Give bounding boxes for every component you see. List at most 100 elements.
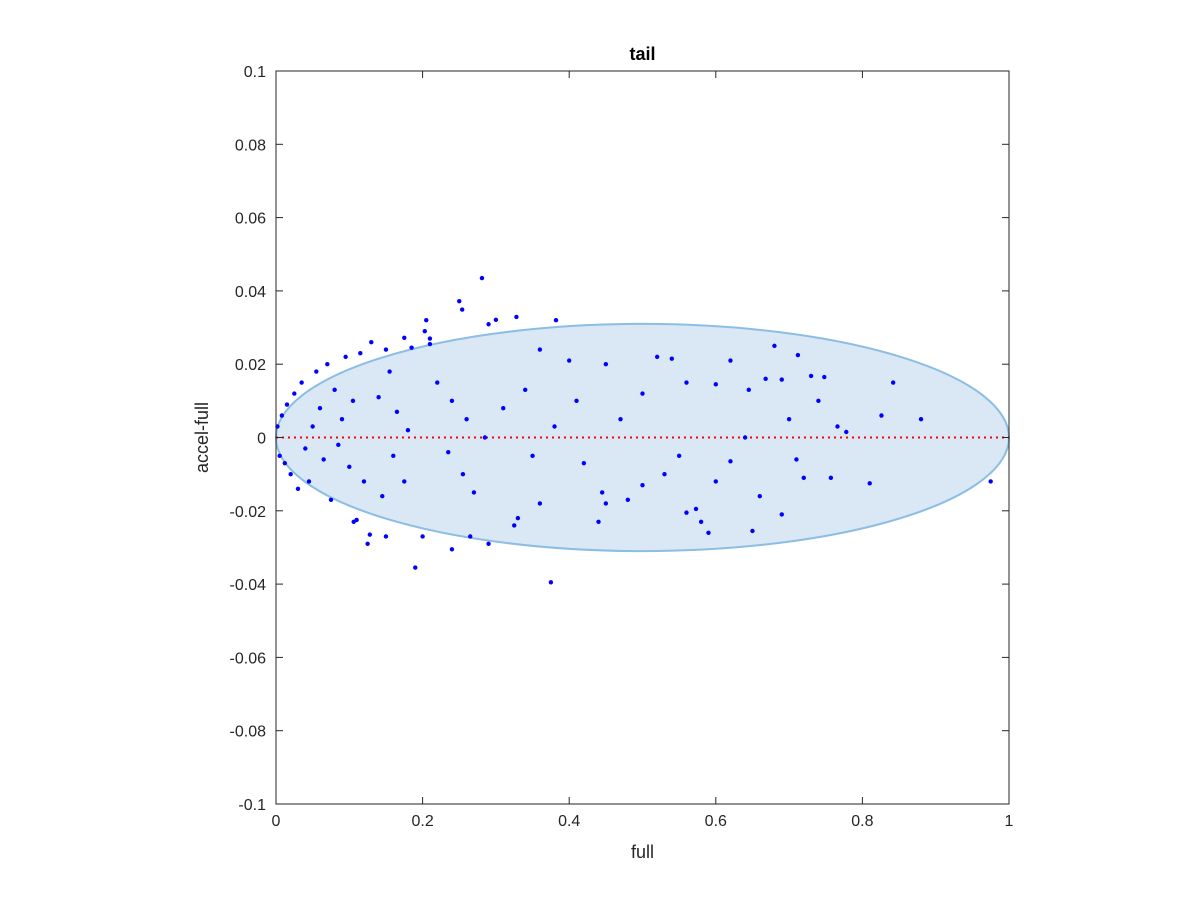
data-point: [581, 460, 587, 466]
data-point: [501, 405, 506, 411]
data-point: [684, 510, 689, 515]
data-point: [567, 358, 572, 363]
data-point: [482, 435, 488, 440]
data-point: [706, 530, 711, 535]
data-point: [427, 341, 433, 347]
data-point: [367, 532, 373, 537]
data-point: [654, 354, 660, 360]
data-point: [336, 442, 341, 448]
data-point: [282, 460, 287, 466]
data-point: [816, 398, 821, 404]
y-axis-ticks: -0.1 -0.08 -0.06 -0.04 -0.02 0 0.02 0.04 0.06 0.0…: [230, 64, 1009, 814]
data-point: [537, 347, 543, 352]
data-point: [424, 318, 429, 323]
data-point: [317, 405, 323, 411]
x-tick-label: 0: [272, 813, 281, 830]
data-point: [409, 345, 414, 350]
data-point: [890, 380, 896, 385]
data-point: [795, 352, 801, 358]
data-point: [794, 457, 799, 462]
data-point: [460, 471, 466, 477]
data-point: [369, 340, 374, 345]
data-point: [306, 479, 312, 484]
y-axis-label: accel-full: [192, 402, 212, 473]
data-point: [299, 380, 304, 385]
x-tick-label: 0.4: [558, 813, 580, 830]
data-point: [321, 457, 326, 462]
data-point: [867, 481, 872, 486]
data-point: [314, 369, 319, 374]
y-tick-label: -0.06: [230, 650, 267, 667]
data-point: [288, 471, 293, 477]
data-point: [479, 275, 485, 281]
data-point: [446, 449, 451, 455]
data-point: [391, 453, 396, 459]
y-tick-label: -0.02: [230, 504, 267, 521]
data-point: [486, 541, 491, 546]
data-point: [284, 402, 290, 407]
y-tick-label: 0: [257, 431, 266, 448]
data-point: [435, 380, 440, 385]
data-point: [468, 534, 473, 539]
data-point: [603, 362, 609, 367]
data-point: [574, 398, 579, 404]
data-point: [402, 335, 407, 341]
data-point: [402, 479, 407, 484]
data-point: [325, 362, 330, 367]
data-point: [713, 382, 718, 387]
data-point: [449, 547, 455, 552]
data-point: [530, 453, 535, 459]
data-point: [779, 377, 784, 382]
data-point: [523, 387, 528, 393]
data-point: [786, 416, 792, 422]
data-point: [801, 475, 806, 481]
data-point: [662, 471, 667, 477]
data-point: [640, 391, 645, 396]
data-point: [713, 479, 718, 484]
data-point: [420, 534, 425, 539]
data-point: [676, 453, 682, 459]
data-point: [383, 534, 389, 539]
data-point: [728, 358, 733, 363]
data-point: [449, 398, 455, 404]
data-point: [835, 424, 840, 429]
data-point: [596, 519, 601, 524]
y-tick-label: 0.08: [235, 137, 266, 154]
data-point: [808, 373, 814, 379]
data-point: [693, 506, 699, 512]
data-point: [822, 374, 827, 380]
y-tick-label: -0.08: [230, 724, 267, 741]
data-point: [779, 512, 784, 517]
data-point: [394, 409, 400, 415]
data-point: [310, 424, 315, 429]
data-point: [742, 435, 748, 440]
x-axis-ticks: 0 0.2 0.4 0.6 0.8 1: [272, 71, 1014, 830]
data-point: [879, 413, 884, 418]
data-point: [387, 369, 392, 374]
data-point: [350, 398, 356, 404]
x-tick-label: 0.2: [411, 813, 433, 830]
data-point: [413, 565, 418, 570]
x-tick-label: 0.8: [851, 813, 873, 830]
x-axis-label: full: [631, 842, 654, 862]
data-points: [275, 275, 993, 585]
data-point: [512, 523, 517, 528]
y-tick-label: 0.06: [235, 211, 266, 228]
data-point: [457, 298, 462, 304]
y-tick-label: -0.04: [230, 577, 267, 594]
data-point: [669, 356, 675, 361]
data-point: [750, 528, 755, 534]
data-point: [548, 580, 554, 585]
data-point: [757, 493, 762, 499]
data-point: [515, 515, 521, 521]
data-point: [698, 519, 704, 524]
data-point: [292, 391, 297, 396]
data-point: [918, 416, 924, 422]
data-point: [618, 416, 623, 422]
data-point: [376, 394, 381, 400]
data-point: [844, 429, 849, 435]
x-tick-label: 0.6: [705, 813, 727, 830]
data-point: [625, 497, 631, 503]
data-point: [361, 479, 367, 484]
data-point: [603, 501, 609, 506]
